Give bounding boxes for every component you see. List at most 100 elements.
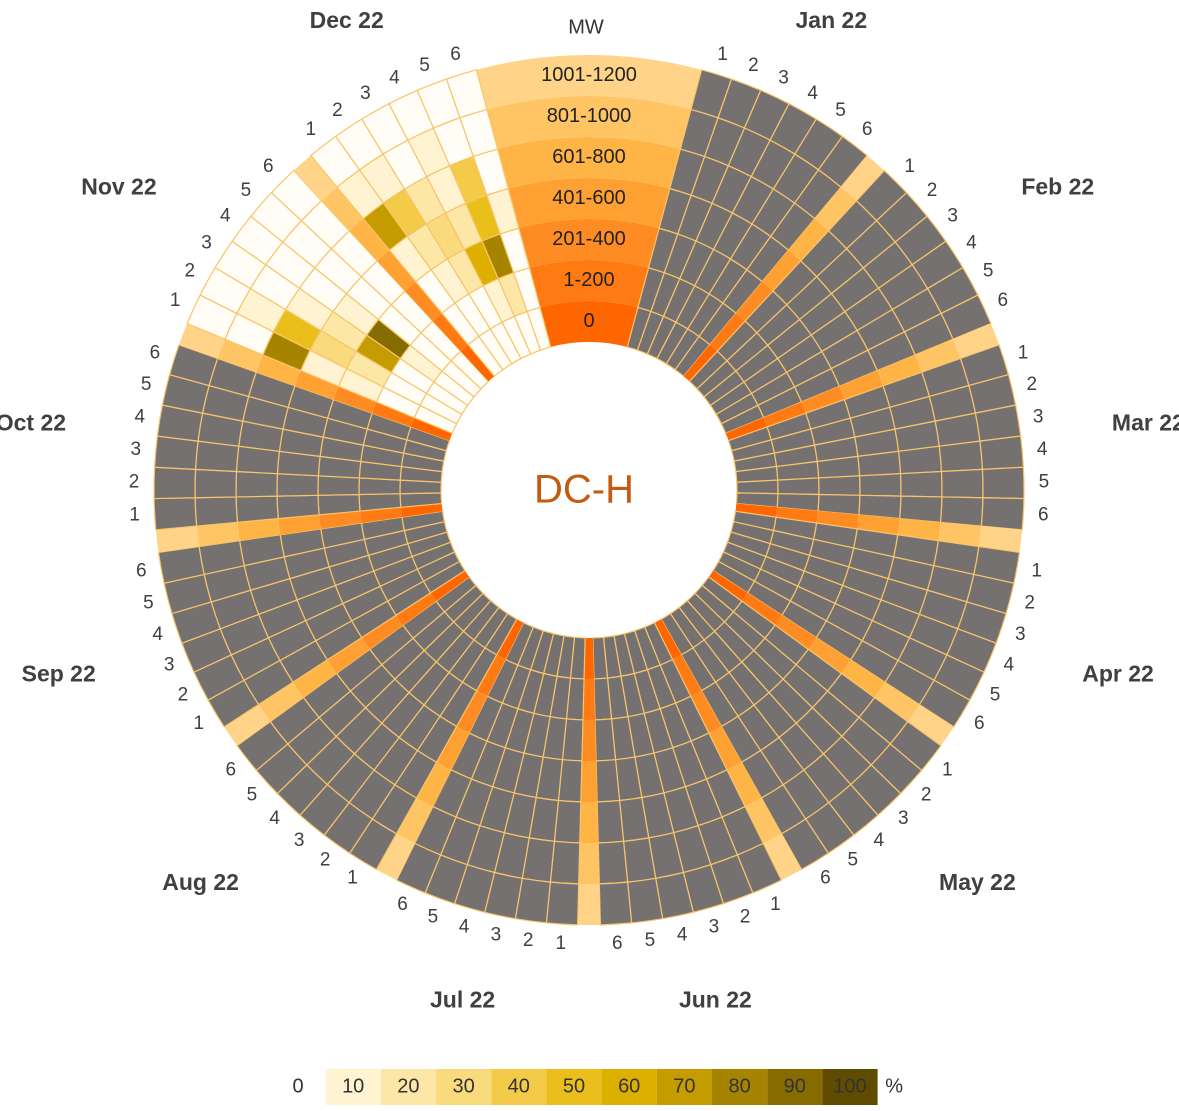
separator [430,570,470,602]
wheel: 0 1-200 201-400 401-600 601-800 801-1000 1001-… [0,7,1179,1105]
heat-cell [545,881,580,926]
separator [841,659,886,698]
heat-cell [938,440,984,473]
legend-swatch [546,1069,602,1105]
column-label: 5 [419,55,430,76]
column-label: 6 [820,868,831,889]
column-label: 5 [848,850,859,871]
separator [155,526,200,553]
separator [579,801,599,843]
column-label: 3 [1015,624,1026,645]
column-label: 1 [306,119,317,140]
column-label: 1 [1031,560,1042,581]
separator [857,514,900,535]
heat-cell [276,494,320,520]
separator [377,250,416,291]
column-label: 2 [320,850,331,871]
column-label: 2 [332,100,343,121]
separator [775,615,817,650]
separator [584,637,594,679]
separator [690,690,722,734]
separator [196,522,240,547]
separator [938,522,982,547]
legend-label: 20 [397,1075,419,1097]
column-label: 1 [170,290,181,311]
heat-cell [858,494,902,520]
column-label: 4 [966,232,977,253]
heat-cell [940,294,992,341]
heat-cell [235,470,279,498]
column-label: 1 [770,894,781,915]
column-label: 5 [241,180,252,201]
month-label: May 22 [939,869,1016,895]
separator [683,344,718,382]
column-label: 2 [740,906,751,927]
column-label: 2 [1026,374,1037,395]
separator [256,354,301,386]
column-label: 3 [778,68,789,89]
heat-cell [549,840,581,885]
column-label: 3 [1033,406,1044,427]
column-label: 4 [220,206,231,227]
column-label: 1 [129,504,140,525]
legend-swatch [822,1069,878,1105]
separator [396,592,437,626]
ring-band [540,301,638,348]
column-label: 3 [947,206,958,227]
legend-swatch [436,1069,492,1105]
legend-unit: % [885,1075,903,1097]
column-label: 1 [347,868,358,889]
column-label: 3 [294,830,305,851]
heat-cell [981,466,1025,500]
legend-label: 10 [342,1075,364,1097]
column-label: 5 [990,684,1001,705]
separator [582,678,596,720]
heat-cell [736,479,779,495]
column-label: 5 [1039,472,1050,493]
heat-cell [777,477,820,496]
column-label: 6 [225,760,236,781]
column-label: 4 [135,406,146,427]
column-label: 2 [921,785,932,806]
column-label: 1 [717,44,728,65]
heat-cell [445,69,488,119]
heat-cell [980,497,1025,531]
separator [178,323,225,359]
heat-cell [597,840,629,885]
separator [476,654,506,697]
separator [725,417,768,441]
legend-swatch [380,1069,436,1105]
separator [359,507,402,524]
column-label: 5 [835,100,846,121]
column-label: 5 [428,906,439,927]
separator [372,401,415,427]
heat-cell [979,435,1025,471]
legend-label: 40 [508,1075,530,1097]
heat-cell [595,759,621,803]
column-label: 4 [677,924,688,945]
separator [456,690,488,734]
column-label: 3 [201,232,212,253]
separator [333,386,377,414]
separator [258,682,304,722]
column-label: 3 [898,808,909,829]
separator [763,833,802,881]
ring-label: 801-1000 [547,105,632,127]
heat-cell [594,718,617,762]
ring-band [497,137,681,189]
legend-label: 0 [292,1075,303,1097]
separator [726,762,762,807]
separator [741,592,782,626]
chart-title: DC-H [534,468,634,512]
separator [801,386,845,414]
column-label: 3 [709,917,720,938]
separator [396,797,433,844]
legend-swatch [767,1069,823,1105]
separator [361,615,403,650]
column-label: 2 [1024,592,1035,613]
month-label: Dec 22 [310,7,384,33]
column-label: 5 [141,374,152,395]
separator [762,250,801,291]
heat-cell [153,435,199,471]
column-label: 4 [1004,655,1015,676]
